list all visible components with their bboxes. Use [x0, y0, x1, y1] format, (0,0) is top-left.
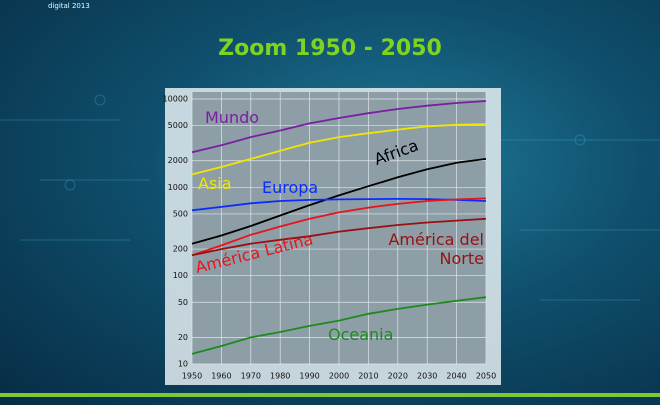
series-line — [191, 197, 487, 212]
series-line — [191, 123, 487, 176]
node — [574, 134, 586, 146]
series-line — [191, 100, 487, 154]
series-label: Mundo — [205, 108, 260, 127]
y-tick-label: 10000 — [163, 94, 188, 103]
y-tick-label: 10 — [178, 360, 188, 369]
y-tick-label: 5000 — [168, 121, 188, 130]
footer-band — [0, 393, 660, 397]
series-line — [191, 296, 487, 355]
circuit — [0, 119, 660, 301]
x-tick-label: 1950 — [182, 372, 202, 381]
chart-title: Zoom 1950 - 2050 — [218, 36, 442, 61]
y-tick-label: 50 — [178, 298, 188, 307]
x-tick-label: 2020 — [388, 372, 408, 381]
x-tick-label: 1960 — [211, 372, 231, 381]
x-tick-label: 1970 — [241, 372, 261, 381]
brand-subtitle: digital 2013 — [48, 2, 90, 10]
node — [94, 94, 106, 106]
series-label: América del Norte — [388, 230, 484, 268]
series-line — [191, 217, 487, 257]
y-tick-label: 2000 — [168, 156, 188, 165]
x-tick-label: 2040 — [446, 372, 466, 381]
series-label: Oceania — [328, 325, 394, 344]
decor — [0, 94, 660, 301]
series-line — [191, 197, 487, 257]
x-tick-label: 2000 — [329, 372, 349, 381]
node — [64, 179, 76, 191]
x-tick-label: 2010 — [358, 372, 378, 381]
series-label: Europa — [262, 178, 319, 197]
y-tick-label: 20 — [178, 333, 188, 342]
x-tick-label: 1980 — [270, 372, 290, 381]
series-label: Asia — [198, 174, 232, 193]
y-tick-label: 200 — [173, 245, 188, 254]
series-line — [191, 158, 487, 245]
y-tick-label: 500 — [173, 209, 188, 218]
y-tick-label: 1000 — [168, 183, 188, 192]
y-tick-label: 100 — [173, 271, 188, 280]
x-tick-label: 1990 — [299, 372, 319, 381]
x-tick-label: 2030 — [417, 372, 437, 381]
x-tick-label: 2050 — [476, 372, 496, 381]
